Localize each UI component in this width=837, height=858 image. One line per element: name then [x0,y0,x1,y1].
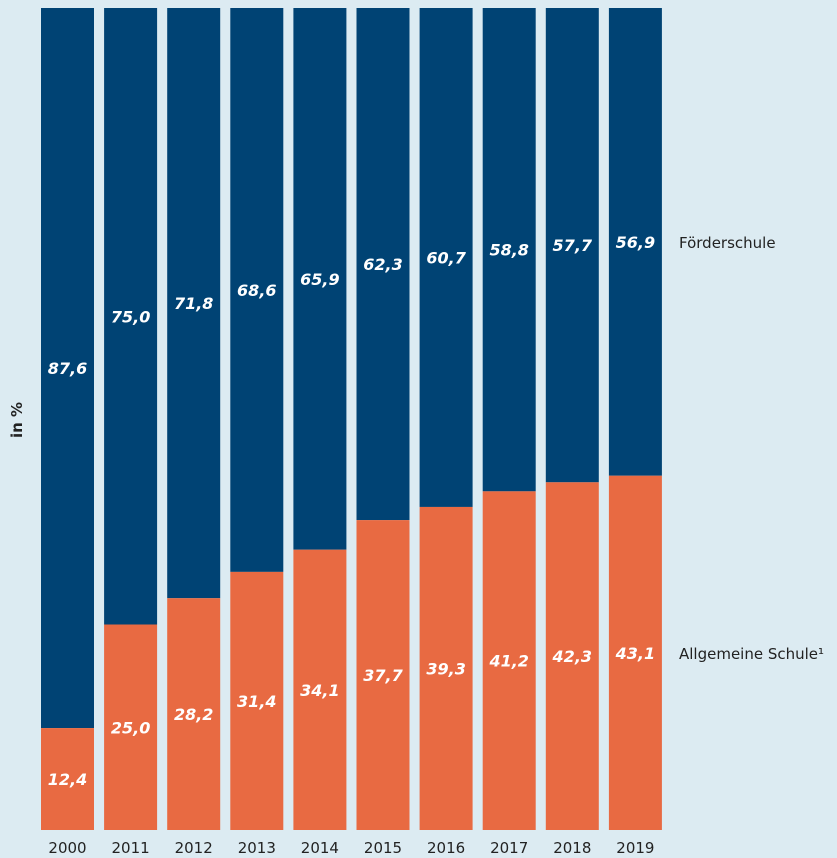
data-label-allgemeine-schule-2016: 39,3 [426,659,465,678]
bar-foerderschule-2011 [104,8,158,625]
bar-foerderschule-2016 [419,8,473,507]
bar-allgemeine-schule-2016 [419,506,473,830]
data-label-foerderschule-2012: 71,8 [174,294,213,313]
bar-foerderschule-2013 [230,8,284,572]
data-label-foerderschule-2013: 68,6 [237,281,276,300]
x-tick-label-2013: 2013 [238,839,276,857]
bar-allgemeine-schule-2013 [230,571,284,830]
bar-foerderschule-2012 [167,8,221,599]
data-label-foerderschule-2011: 75,0 [111,307,150,326]
data-label-allgemeine-schule-2017: 41,2 [488,652,528,671]
bar-allgemeine-schule-2011 [104,624,158,830]
bar-foerderschule-2000 [41,8,94,729]
data-label-allgemeine-schule-2013: 31,4 [237,692,276,711]
bar-allgemeine-schule-2017 [482,491,536,830]
x-tick-label-2000: 2000 [48,839,86,857]
x-tick-label-2011: 2011 [112,839,150,857]
bar-allgemeine-schule-2014 [293,549,347,830]
data-label-foerderschule-2017: 58,8 [489,241,528,260]
legend-label-allgemeine-schule: Allgemeine Schule¹ [679,645,824,663]
x-tick-label-2016: 2016 [427,839,465,857]
bar-foerderschule-2015 [356,8,410,521]
x-tick-label-2012: 2012 [175,839,213,857]
data-label-allgemeine-schule-2011: 25,0 [111,718,150,737]
bar-foerderschule-2014 [293,8,347,550]
bar-allgemeine-schule-2000 [41,728,94,830]
bar-allgemeine-schule-2019 [608,475,662,830]
bar-allgemeine-schule-2018 [545,482,599,830]
data-label-allgemeine-schule-2018: 42,3 [552,647,592,666]
bars-layer [41,8,662,830]
data-label-foerderschule-2015: 62,3 [363,255,402,274]
x-tick-label-2018: 2018 [553,839,591,857]
y-axis-label: in % [8,402,26,438]
legend: Förderschule Allgemeine Schule¹ [679,234,824,663]
data-label-allgemeine-schule-2000: 12,4 [48,770,87,789]
data-label-foerderschule-2019: 56,9 [616,233,655,252]
bar-allgemeine-schule-2015 [356,520,410,830]
x-axis-ticks: 2000 2011 2012 2013 2014 2015 2016 2017 2018 2019 [48,839,654,857]
bar-foerderschule-2018 [545,8,599,483]
bar-foerderschule-2019 [608,8,662,476]
x-tick-label-2019: 2019 [616,839,654,857]
data-label-foerderschule-2014: 65,9 [300,270,339,289]
bar-foerderschule-2017 [482,8,536,492]
x-tick-label-2014: 2014 [301,839,339,857]
x-tick-label-2017: 2017 [490,839,528,857]
data-label-foerderschule-2016: 60,7 [426,248,466,267]
labels-layer: 87,6 12,4 75,0 25,0 71,8 28,2 68,6 31,4 65,9 34,1… [48,233,655,789]
data-label-allgemeine-schule-2019: 43,1 [615,644,655,663]
bar-allgemeine-schule-2012 [167,598,221,830]
legend-label-foerderschule: Förderschule [679,234,776,252]
data-label-allgemeine-schule-2012: 28,2 [174,705,213,724]
data-label-foerderschule-2018: 57,7 [553,236,593,255]
data-label-foerderschule-2000: 87,6 [48,359,87,378]
x-tick-label-2015: 2015 [364,839,402,857]
data-label-allgemeine-schule-2015: 37,7 [363,666,403,685]
data-label-allgemeine-schule-2014: 34,1 [300,681,339,700]
